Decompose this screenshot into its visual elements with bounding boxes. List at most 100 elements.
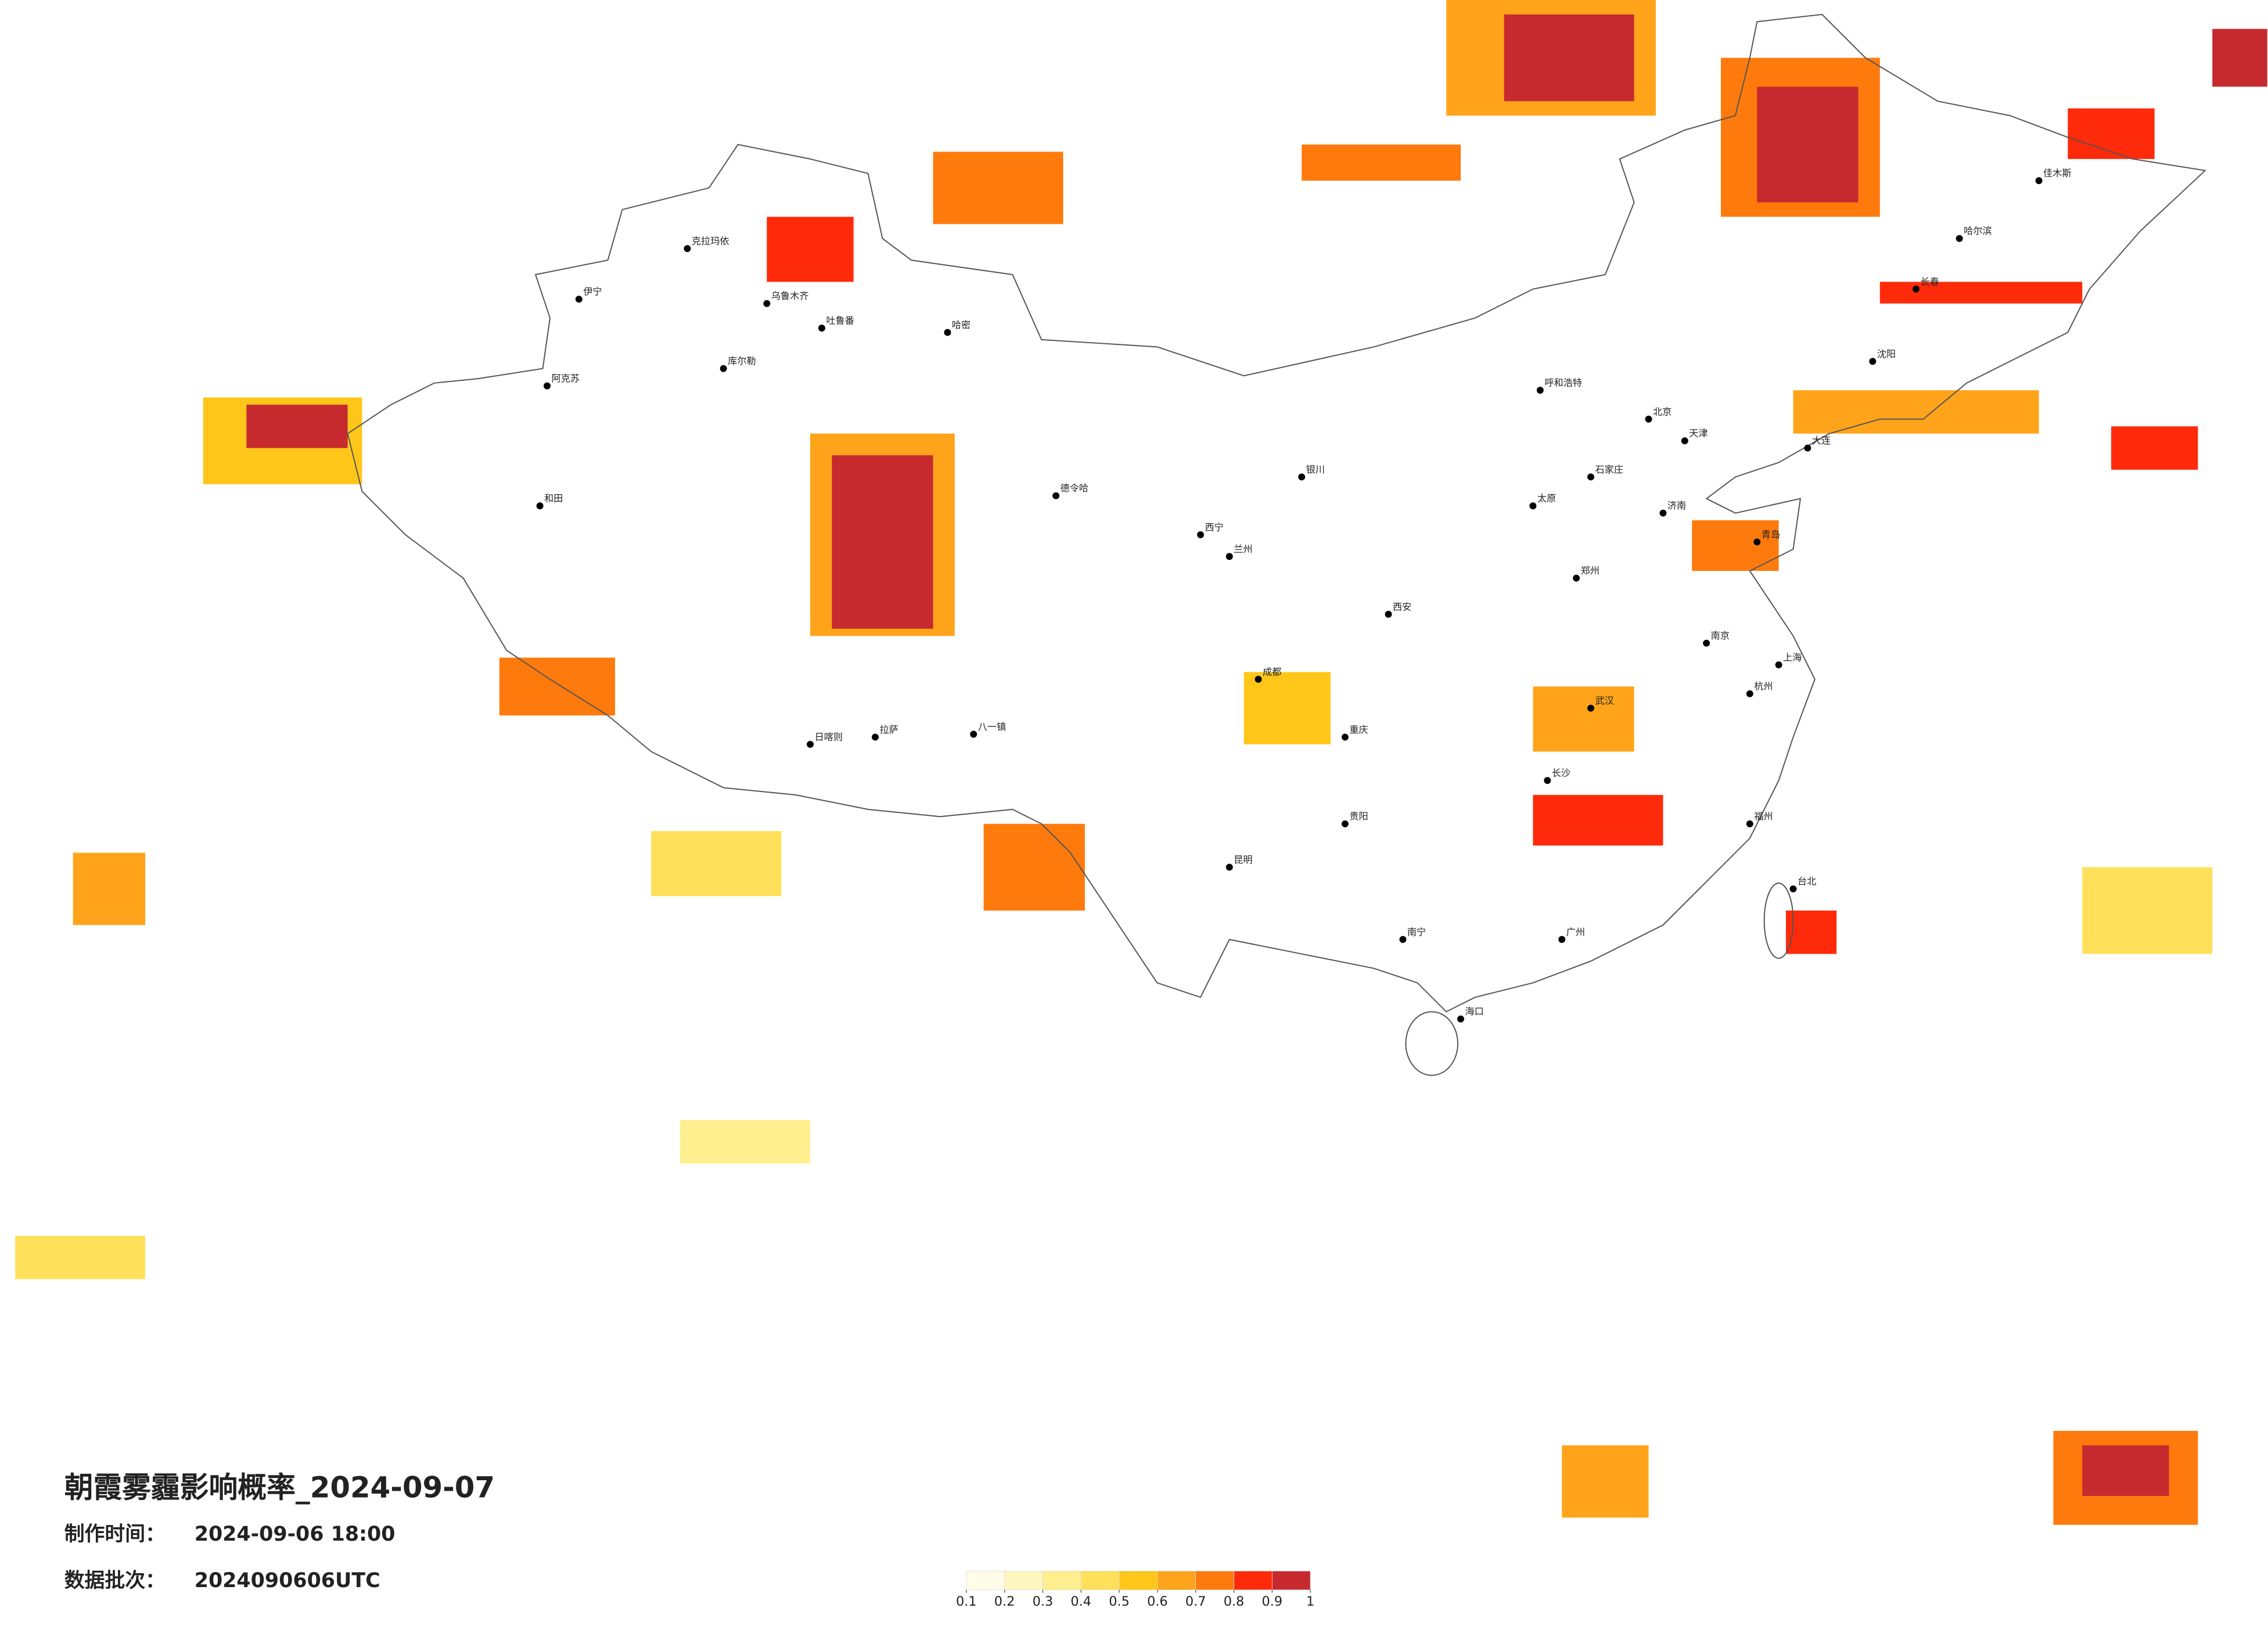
city-label: 大连 bbox=[1812, 435, 1831, 446]
city-dot bbox=[1399, 936, 1407, 943]
city-dot bbox=[575, 296, 583, 303]
city-label: 天津 bbox=[1689, 428, 1708, 439]
city-label: 青岛 bbox=[1762, 529, 1780, 540]
city-dot bbox=[1225, 864, 1233, 871]
city-dot bbox=[1341, 733, 1349, 741]
city-dot bbox=[1536, 387, 1544, 394]
legend-tick-label: 0.2 bbox=[994, 1594, 1015, 1609]
island-outline bbox=[1405, 1011, 1459, 1076]
legend-tick-label: 0.7 bbox=[1185, 1594, 1206, 1609]
legend-tick-label: 0.1 bbox=[956, 1594, 977, 1609]
city-dot bbox=[1775, 661, 1782, 668]
city-label: 银川 bbox=[1306, 464, 1325, 475]
city-dot bbox=[1659, 509, 1667, 517]
city-label: 日喀则 bbox=[814, 731, 842, 742]
city-dot bbox=[1913, 285, 1920, 293]
city-dot bbox=[1341, 820, 1349, 828]
legend-swatch bbox=[1043, 1571, 1081, 1591]
city-dot bbox=[2035, 177, 2043, 185]
city-dot bbox=[1587, 473, 1594, 481]
city-label: 和田 bbox=[544, 493, 563, 504]
legend-swatch bbox=[1234, 1571, 1273, 1591]
legend-tick-label: 0.6 bbox=[1147, 1594, 1168, 1609]
haze-area bbox=[2082, 867, 2213, 954]
legend-swatch bbox=[1195, 1571, 1234, 1591]
city-dot bbox=[1052, 492, 1060, 499]
city-dot bbox=[944, 329, 951, 336]
city-dot bbox=[1298, 473, 1306, 481]
legend-swatch bbox=[1080, 1571, 1120, 1591]
city-label: 台北 bbox=[1798, 876, 1816, 887]
city-label: 德令哈 bbox=[1061, 483, 1088, 494]
city-dot bbox=[970, 731, 977, 738]
haze-area bbox=[1533, 686, 1634, 752]
haze-area bbox=[73, 852, 146, 925]
legend-swatch bbox=[1157, 1571, 1196, 1591]
city-label: 郑州 bbox=[1581, 565, 1600, 576]
city-label: 石家庄 bbox=[1595, 464, 1623, 475]
data-batch: 2024090606UTC bbox=[195, 1569, 380, 1592]
city-label: 武汉 bbox=[1595, 695, 1613, 706]
city-dot bbox=[1746, 690, 1753, 697]
city-dot bbox=[1645, 415, 1652, 423]
city-label: 南京 bbox=[1711, 630, 1730, 641]
city-label: 克拉玛依 bbox=[692, 236, 729, 247]
city-label: 昆明 bbox=[1234, 854, 1252, 865]
city-label: 太原 bbox=[1537, 493, 1556, 504]
city-label: 兰州 bbox=[1234, 544, 1252, 555]
city-dot bbox=[1789, 885, 1797, 893]
data-batch-label: 数据批次： bbox=[64, 1569, 166, 1592]
legend-swatch bbox=[966, 1571, 1005, 1591]
haze-area bbox=[1793, 390, 2039, 434]
haze-area bbox=[1757, 87, 1859, 203]
city-label: 广州 bbox=[1566, 926, 1585, 937]
city-dot bbox=[1753, 538, 1761, 546]
city-dot bbox=[807, 740, 814, 748]
city-dot bbox=[536, 502, 544, 510]
map-title: 朝霞雾霾影响概率_2024-09-07 bbox=[64, 1470, 495, 1504]
haze-area bbox=[2082, 1445, 2169, 1496]
haze-area bbox=[1562, 1445, 1649, 1518]
haze-areas bbox=[15, 0, 2267, 1525]
city-label: 杭州 bbox=[1754, 681, 1773, 692]
city-dot bbox=[1197, 531, 1204, 538]
haze-area bbox=[680, 1120, 810, 1164]
city-dot bbox=[1255, 675, 1262, 683]
city-label: 海口 bbox=[1465, 1006, 1483, 1017]
city-label: 福州 bbox=[1754, 811, 1773, 822]
legend-swatch bbox=[1004, 1571, 1043, 1591]
legend-tick-label: 0.3 bbox=[1033, 1594, 1054, 1609]
city-label: 济南 bbox=[1667, 500, 1686, 511]
haze-area bbox=[1243, 672, 1331, 744]
haze-area bbox=[246, 404, 348, 448]
haze-area bbox=[1785, 911, 1837, 954]
city-label: 呼和浩特 bbox=[1544, 377, 1582, 388]
city-dot bbox=[1385, 610, 1392, 618]
legend-swatch bbox=[1271, 1571, 1311, 1591]
city-label: 成都 bbox=[1263, 666, 1281, 677]
haze-area bbox=[2068, 108, 2155, 159]
city-label: 八一镇 bbox=[978, 721, 1006, 732]
city-dot bbox=[1956, 235, 1963, 242]
legend-swatch bbox=[1119, 1571, 1158, 1591]
haze-area bbox=[983, 823, 1085, 911]
city-label: 西安 bbox=[1393, 601, 1411, 612]
legend-tick-label: 0.5 bbox=[1109, 1594, 1130, 1609]
haze-area bbox=[15, 1236, 146, 1279]
city-label: 乌鲁木齐 bbox=[771, 290, 809, 301]
city-dot bbox=[1681, 437, 1688, 445]
legend-tick-label: 1 bbox=[1306, 1594, 1314, 1609]
haze-area bbox=[1533, 794, 1663, 846]
haze-area bbox=[1504, 14, 1634, 102]
city-label: 上海 bbox=[1783, 652, 1802, 663]
city-label: 拉萨 bbox=[879, 724, 898, 735]
haze-area bbox=[933, 152, 1063, 224]
island-outline bbox=[1763, 882, 1794, 959]
city-dot bbox=[1869, 358, 1877, 365]
city-label: 库尔勒 bbox=[728, 355, 756, 366]
legend-tick-label: 0.4 bbox=[1070, 1594, 1091, 1609]
haze-area bbox=[651, 831, 782, 897]
haze-area bbox=[2111, 426, 2198, 470]
